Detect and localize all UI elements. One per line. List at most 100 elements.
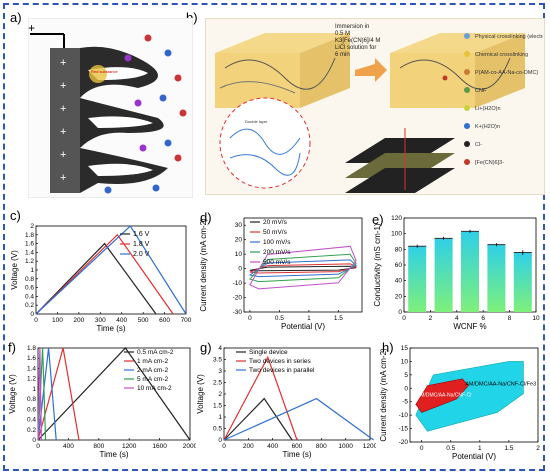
y-tick-label: -20 xyxy=(399,439,409,446)
y-tick-label: 0 xyxy=(30,311,34,318)
x-tick-label: 100 xyxy=(52,317,63,324)
plus-sign: + xyxy=(60,126,66,138)
legend-entry: 2.0 V xyxy=(133,251,150,258)
x-tick-label: 1 xyxy=(307,315,311,322)
label-f: f) xyxy=(8,340,16,355)
bar xyxy=(487,244,506,312)
immersion-line: 6 min xyxy=(335,52,350,58)
x-tick-label: 200 xyxy=(73,317,84,324)
legend-label: CNF xyxy=(475,88,487,94)
electrode xyxy=(50,48,80,193)
immersion-line: LiCl solution for xyxy=(335,45,376,51)
series-label: AM/DMC/AA-Na/CNF-Cl xyxy=(417,392,471,398)
label-g: g) xyxy=(200,340,212,355)
plus-sign: + xyxy=(60,149,66,161)
plus-sign: + xyxy=(60,57,66,69)
ion-particles xyxy=(104,34,187,194)
x-tick-label: 1.5 xyxy=(504,445,513,452)
x-tick-label: 10 xyxy=(532,315,540,322)
x-axis-label: Time (s) xyxy=(96,324,125,333)
y-tick-label: 120 xyxy=(391,215,402,222)
ion-dot xyxy=(179,109,187,117)
x-tick-label: 2 xyxy=(536,445,540,452)
series-label: AM/DMC/AA-Na/CNF-Cl/Fe3 xyxy=(465,382,536,388)
legend-marker xyxy=(464,123,470,129)
fe-ion-dot xyxy=(442,75,448,81)
y-tick-label: 1.6 xyxy=(27,355,36,362)
legend-entry: 1 mA cm-2 xyxy=(137,358,168,365)
legend-entry: Two devices in parallel xyxy=(249,367,315,374)
panel-a-illustration: + + + + + + + Red substance xyxy=(28,18,193,198)
x-axis-label: Potential (V) xyxy=(281,322,325,331)
y-tick-label: 1 xyxy=(32,386,36,393)
ion-dot xyxy=(139,144,147,152)
y-axis-label: Voltage (V) xyxy=(10,250,19,290)
series-line xyxy=(35,233,174,315)
x-tick-label: 700 xyxy=(181,317,192,324)
plus-sign: + xyxy=(60,103,66,115)
legend-label: Chemical crosslinking xyxy=(475,52,528,58)
x-tick-label: 800 xyxy=(316,443,327,450)
electrode-top-layer xyxy=(345,138,455,163)
cv-loop xyxy=(249,245,357,290)
bar xyxy=(434,238,453,312)
x-tick-label: 0.5 xyxy=(446,445,455,452)
legend-entry: 50 mV/s xyxy=(263,229,288,236)
chart-h: 0 0.5 1 1.5 2 -20 -15 -10 -5 0 5 10 15 Potential (V) C… xyxy=(379,345,540,461)
plus-sign: + xyxy=(60,80,66,92)
y-tick-label: 0.5 xyxy=(213,426,222,433)
label-e: e) xyxy=(372,212,384,227)
y-tick-label: 10 xyxy=(401,358,409,365)
y-tick-label: 1 xyxy=(30,267,34,274)
x-tick-label: 0 xyxy=(248,315,252,322)
gel-block-2-top xyxy=(390,33,525,53)
ion-dot xyxy=(134,99,142,107)
series-line xyxy=(223,397,374,441)
ion-dot xyxy=(164,139,172,147)
x-tick-label: 1.5 xyxy=(334,315,343,322)
legend-entry: 5 mA cm-2 xyxy=(137,376,168,383)
electrode-sign: + xyxy=(28,21,35,35)
legend-marker xyxy=(464,51,470,57)
ion-dot xyxy=(164,49,172,57)
plot-area xyxy=(243,217,363,313)
y-tick-label: 3.5 xyxy=(213,357,222,364)
y-tick-label: 4 xyxy=(218,345,222,352)
panel-b-illustration: Double layer Immersion in0.5 MK3[Fe(CN)6… xyxy=(215,24,543,193)
x-tick-label: 400 xyxy=(116,317,127,324)
x-tick-label: 800 xyxy=(93,443,104,450)
x-tick-label: 400 xyxy=(63,443,74,450)
y-axis-label: Voltage (V) xyxy=(196,374,205,414)
y-tick-label: 1.4 xyxy=(25,249,34,256)
cv-area-large xyxy=(415,361,524,432)
y-tick-label: 0 xyxy=(398,309,402,316)
series-line xyxy=(223,355,298,441)
electrode-middle-layer xyxy=(345,153,455,178)
legend-entry: 1.6 V xyxy=(133,231,150,238)
y-axis-label: Current density (mA cm-2) xyxy=(199,218,208,312)
dashed-frame xyxy=(3,3,545,471)
ion-dot xyxy=(104,186,112,194)
legend-entry: 200 mV/s xyxy=(263,249,291,256)
y-tick-label: 0.8 xyxy=(27,396,36,403)
y-tick-label: -10 xyxy=(233,280,243,287)
y-tick-label: 10 xyxy=(235,251,243,258)
x-tick-label: 1 xyxy=(478,445,482,452)
y-tick-label: 60 xyxy=(395,262,403,269)
x-tick-label: 0 xyxy=(402,315,406,322)
y-tick-label: 1.6 xyxy=(25,241,34,248)
x-tick-label: 0.5 xyxy=(275,315,284,322)
y-tick-label: 0 xyxy=(32,437,36,444)
y-tick-label: -30 xyxy=(233,309,243,316)
y-tick-label: 100 xyxy=(391,231,402,238)
x-tick-label: 400 xyxy=(267,443,278,450)
y-tick-label: 1.5 xyxy=(213,403,222,410)
legend-label: Li+(H2O)n xyxy=(475,106,501,112)
plot-area xyxy=(37,347,191,441)
bar xyxy=(408,246,427,312)
gel-block-1-top xyxy=(215,33,350,53)
series-line xyxy=(37,347,191,441)
x-tick-label: 1000 xyxy=(338,443,353,450)
